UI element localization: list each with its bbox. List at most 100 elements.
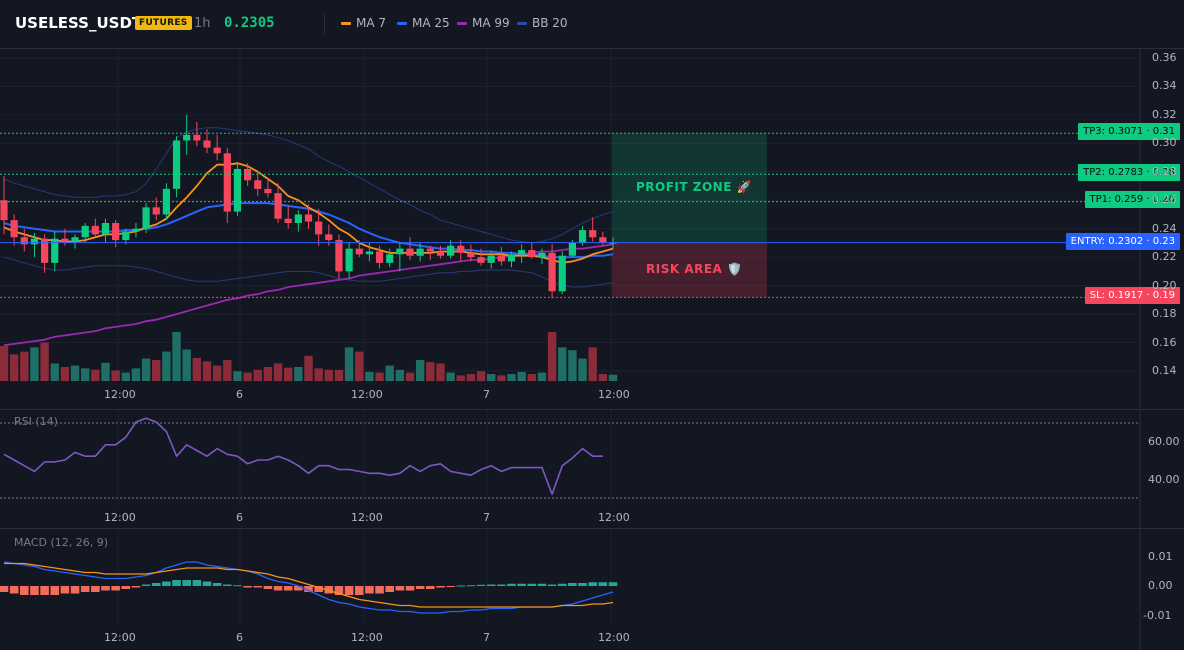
candle-body (193, 134, 201, 141)
candle-body (41, 238, 49, 263)
macd-histogram-bar (375, 586, 384, 594)
tp1-price-tag[interactable]: TP1: 0.259 · 0.26 (1084, 191, 1180, 208)
volume-bar (487, 374, 496, 381)
candle-body (467, 252, 475, 258)
time-axis-label: 12:00 (351, 631, 383, 644)
legend-bb20-label: BB 20 (532, 16, 568, 30)
candle-body (101, 223, 110, 235)
legend-ma99[interactable]: MA 99 (457, 16, 510, 30)
tp2-price-tag[interactable]: TP2: 0.2783 · 0.28 (1078, 164, 1180, 181)
macd-histogram-bar (243, 586, 252, 588)
candle-body (132, 228, 140, 232)
candle-body (406, 248, 414, 256)
macd-histogram-bar (486, 584, 496, 586)
volume-bar (497, 375, 506, 381)
macd-histogram-bar (233, 585, 242, 587)
price-axis-label: 0.34 (1152, 79, 1177, 93)
macd-histogram-bar (466, 585, 476, 587)
macd-histogram-bar (172, 580, 181, 586)
volume-bar (152, 360, 161, 381)
volume-bar (81, 368, 90, 381)
macd-histogram-bar (9, 586, 19, 594)
candle-body (578, 230, 587, 243)
volume-bar (30, 347, 39, 381)
candle-body (61, 238, 69, 242)
legend-bb20[interactable]: BB 20 (517, 16, 568, 30)
volume-bar (547, 332, 557, 381)
macd-histogram-bar (223, 584, 232, 586)
macd-histogram-bar (202, 581, 212, 586)
candle-body (568, 242, 576, 256)
macd-histogram-bar (598, 582, 608, 586)
volume-bar (344, 347, 354, 381)
volume-bar (182, 349, 191, 381)
macd-histogram-bar (547, 584, 557, 586)
candle-body (112, 223, 120, 241)
volume-bar (101, 362, 110, 381)
volume-bar (9, 354, 19, 381)
volume-bar (91, 369, 100, 381)
chart-header: USELESS_USDT FUTURES 1h 0.2305 MA 7 MA 2… (0, 0, 1184, 49)
volume-bar (395, 369, 405, 381)
volume-bar (60, 367, 70, 381)
candle-body (528, 250, 536, 258)
macd-histogram-bar (608, 582, 618, 586)
candle-body (203, 140, 211, 148)
candle-body (183, 134, 191, 141)
rsi-pane[interactable]: RSI (14) 60.00 40.00 12:00 6 12:00 7 12:00 (0, 409, 1184, 528)
volume-bar (375, 372, 384, 381)
macd-histogram-bar (507, 583, 516, 586)
macd-histogram-bar (283, 586, 293, 591)
sl-price-tag[interactable]: SL: 0.1917 · 0.19 (1084, 287, 1180, 304)
macd-label: MACD (12, 26, 9) (14, 536, 109, 549)
timeframe-label[interactable]: 1h (194, 16, 211, 31)
macd-histogram-bar (50, 586, 60, 595)
price-chart-svg[interactable] (0, 49, 1184, 408)
macd-histogram-bar (314, 586, 323, 592)
candle-body (254, 180, 262, 189)
candle-body (497, 255, 505, 262)
volume-bar (476, 371, 486, 381)
rsi-chart-svg[interactable] (0, 410, 1184, 528)
tp3-price-tag[interactable]: TP3: 0.3071 · 0.31 (1078, 123, 1180, 140)
volume-bar (517, 371, 526, 381)
price-pane[interactable]: PROFIT ZONE 🚀 RISK AREA 🛡️ TP3: 0.3071 ·… (0, 49, 1184, 408)
macd-histogram-bar (365, 586, 374, 594)
candle-body (538, 252, 546, 258)
volume-bar (253, 369, 262, 381)
candle-body (213, 147, 221, 154)
legend-ma7[interactable]: MA 7 (341, 16, 386, 30)
time-axis-label: 12:00 (598, 388, 630, 401)
time-axis-label: 12:00 (351, 511, 383, 524)
volume-bar (50, 363, 59, 381)
entry-price-tag[interactable]: ENTRY: 0.2302 · 0.23 (1065, 233, 1180, 250)
volume-bar (334, 369, 344, 381)
macd-histogram-bar (385, 586, 394, 592)
volume-bar (212, 365, 222, 381)
time-axis-label: 6 (236, 388, 243, 401)
legend-ma25[interactable]: MA 25 (397, 16, 450, 30)
candle-body (416, 248, 424, 256)
macd-pane[interactable]: MACD (12, 26, 9) 0.01 0.00 -0.01 12:00 6 1… (0, 528, 1184, 650)
macd-axis-zero: 0.00 (1148, 579, 1173, 592)
symbol-title[interactable]: USELESS_USDT (15, 14, 143, 32)
candle-body (122, 231, 130, 241)
risk-area-box (612, 242, 767, 298)
candle-body (0, 200, 8, 221)
volume-bar (365, 371, 374, 381)
macd-chart-svg[interactable] (0, 529, 1184, 650)
candle-body (264, 188, 272, 194)
volume-bar (223, 360, 232, 381)
candle-body (91, 225, 99, 235)
macd-histogram-bar (426, 586, 435, 589)
candle-body (426, 248, 434, 252)
volume-bar (243, 372, 252, 381)
macd-histogram-bar (557, 583, 567, 586)
candle-body (244, 168, 252, 181)
price-axis-label: 0.22 (1152, 250, 1177, 264)
macd-histogram-bar (527, 583, 537, 586)
volume-bar (598, 374, 608, 381)
volume-bar (558, 347, 567, 381)
macd-histogram-bar (334, 586, 344, 595)
candle-body (345, 248, 353, 272)
